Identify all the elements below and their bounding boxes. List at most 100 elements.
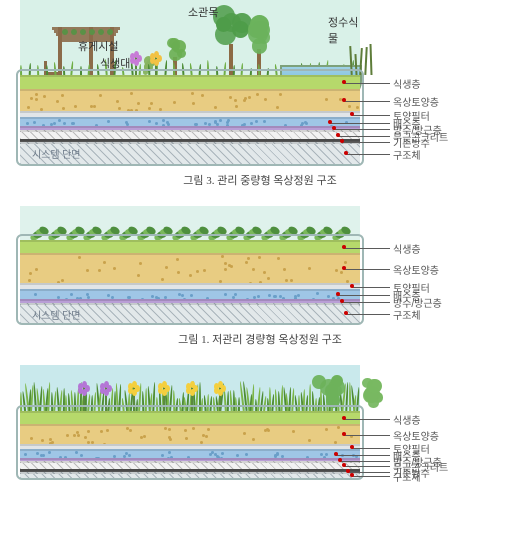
- system-label: 시스템 단면: [32, 307, 81, 322]
- figure-heavy: 휴게시설식생대소관목정수식물시스템 단면 식생층옥상토양층토양필터배수층방수/방…: [0, 0, 520, 188]
- groundcover: [154, 222, 172, 240]
- callout: 옥상토양층: [390, 262, 439, 277]
- groundcover: [30, 222, 48, 240]
- groundcover: [83, 222, 101, 240]
- layer-veg: [20, 411, 360, 424]
- callout-label: 옥상토양층: [390, 94, 439, 109]
- callout-dot: [342, 432, 346, 436]
- layer-veg: [20, 75, 360, 89]
- diagram-wrap-3: 식생층옥상토양층토양필터배수층방수/방근층무근콘크리트기존방수구조체: [0, 365, 520, 478]
- diagram-wrap-2: 시스템 단면 식생층옥상토양층토양필터배수층방수/방근층구조체: [0, 206, 520, 323]
- callout-line: [352, 115, 390, 116]
- callout-dot: [350, 112, 354, 116]
- surface-label-aquatic: 정수식물: [328, 14, 360, 46]
- callout-line: [340, 461, 390, 462]
- callout-line: [344, 419, 390, 420]
- callout-line: [334, 129, 390, 130]
- cross-section-2: 시스템 단면: [0, 206, 380, 323]
- layer-soil: [20, 253, 360, 283]
- callout-line: [346, 314, 390, 315]
- callout-dot: [328, 120, 332, 124]
- callouts-2: 식생층옥상토양층토양필터배수층방수/방근층구조체: [390, 206, 520, 323]
- layer-concrete: [20, 130, 360, 139]
- callout-dot: [342, 463, 346, 467]
- sky-surface: 휴게시설식생대 소관목정수식물: [20, 0, 360, 75]
- callout-dot: [342, 416, 346, 420]
- callout-dot: [346, 469, 350, 473]
- callout: 옥상토양층: [390, 94, 439, 109]
- callout-line: [352, 448, 390, 449]
- groundcover: [101, 222, 119, 240]
- aquatic-plant: [364, 46, 367, 75]
- texture-dots: [20, 91, 360, 113]
- callout-line: [336, 455, 390, 456]
- callout-dot: [342, 80, 346, 84]
- callout-label: 식생층: [390, 412, 421, 427]
- callout-dot: [350, 445, 354, 449]
- layer-drain: [20, 449, 360, 458]
- callout-dot: [344, 311, 348, 315]
- layer-soil: [20, 424, 360, 444]
- callout: 식생층: [390, 241, 421, 256]
- groundcover: [137, 222, 155, 240]
- groundcover: [119, 222, 137, 240]
- groundcover: [243, 222, 261, 240]
- sky-surface: [20, 365, 360, 411]
- groundcover: [314, 222, 332, 240]
- bush: [350, 381, 390, 411]
- callout-label: 식생층: [390, 241, 421, 256]
- callout-line: [346, 154, 390, 155]
- callouts-3: 식생층옥상토양층토양필터배수층방수/방근층무근콘크리트기존방수구조체: [390, 365, 520, 478]
- texture-dots: [20, 255, 360, 285]
- surface-label-veg_zone: 식생대: [100, 55, 130, 71]
- callout-dot: [334, 452, 338, 456]
- surface-label-rest: 휴게시설: [78, 38, 118, 54]
- callout-dot: [340, 299, 344, 303]
- texture-dots: [20, 426, 360, 446]
- callout-line: [338, 136, 390, 137]
- groundcover: [332, 222, 350, 240]
- callout-dot: [342, 245, 346, 249]
- callout-dot: [340, 139, 344, 143]
- callout-line: [344, 269, 390, 270]
- layer-struct: [20, 472, 360, 478]
- groundcover: [261, 222, 279, 240]
- callout-dot: [344, 151, 348, 155]
- groundcover: [279, 222, 297, 240]
- callout-dot: [342, 98, 346, 102]
- layer-drain: [20, 289, 360, 299]
- callout-line: [330, 123, 390, 124]
- sky-surface: [20, 206, 360, 240]
- callout-line: [342, 142, 390, 143]
- callout-dot: [342, 266, 346, 270]
- callout-line: [344, 435, 390, 436]
- callout-dot: [338, 458, 342, 462]
- callout: 구조체: [390, 307, 421, 322]
- cross-section-3: [0, 365, 380, 478]
- figure-light: 시스템 단면 식생층옥상토양층토양필터배수층방수/방근층구조체 그림 1. 저관…: [0, 206, 520, 347]
- groundcover: [190, 222, 208, 240]
- cross-section-1: 휴게시설식생대소관목정수식물시스템 단면: [0, 0, 380, 164]
- layer-drain: [20, 117, 360, 126]
- bush: [310, 377, 352, 411]
- callout: 식생층: [390, 76, 421, 91]
- callout-line: [344, 83, 390, 84]
- callout-line: [344, 101, 390, 102]
- aquatic-plant: [359, 48, 363, 75]
- callout-line: [344, 466, 390, 467]
- groundcover: [226, 222, 244, 240]
- callouts-1: 식생층옥상토양층토양필터배수층방수/방근층무근콘크리트기존방수구조체: [390, 0, 520, 164]
- callout-dot: [332, 126, 336, 130]
- callout-label: 옥상토양층: [390, 262, 439, 277]
- callout-dot: [350, 284, 354, 288]
- callout-line: [352, 476, 390, 477]
- callout-dot: [350, 473, 354, 477]
- caption-1: 그림 3. 관리 중량형 옥상정원 구조: [0, 172, 520, 188]
- groundcover: [172, 222, 190, 240]
- figure-mixed: 식생층옥상토양층토양필터배수층방수/방근층무근콘크리트기존방수구조체: [0, 365, 520, 478]
- surface-label-shrub: 소관목: [188, 4, 218, 20]
- callout-dot: [336, 292, 340, 296]
- groundcover: [48, 222, 66, 240]
- groundcover: [66, 222, 84, 240]
- callout-line: [352, 287, 390, 288]
